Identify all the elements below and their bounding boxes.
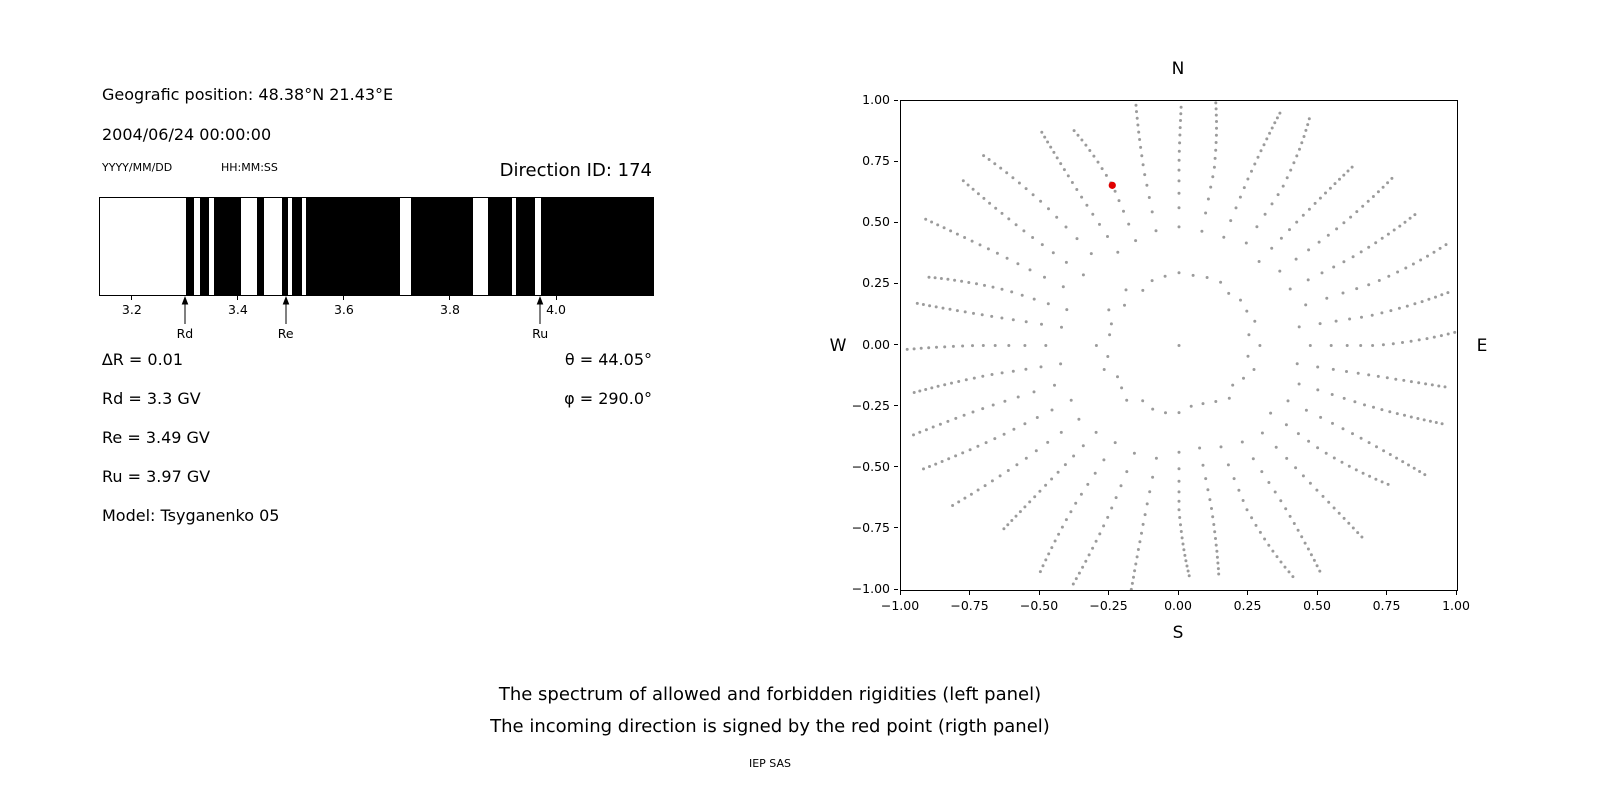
x-tick-label: −0.50 (1019, 598, 1059, 613)
y-tick-label: −0.75 (851, 519, 890, 535)
x-tick-label: 0.00 (1164, 598, 1192, 613)
cutoff-arrow-label: Ru (532, 326, 549, 341)
y-tick-mark (894, 405, 898, 407)
y-tick-mark (894, 99, 898, 101)
y-tick-label: 0.75 (862, 153, 890, 169)
spectrum-black-band (488, 198, 512, 295)
y-tick-label: 1.00 (862, 92, 890, 107)
spectrum-black-band (185, 198, 194, 295)
cutoff-arrow-icon (181, 296, 189, 324)
re-value: Re = 3.49 GV (102, 428, 210, 447)
ru-value: Ru = 3.97 GV (102, 467, 211, 486)
spectrum-black-band (516, 198, 535, 295)
spectrum-black-band (411, 198, 474, 295)
x-tick-label: 1.00 (1442, 598, 1470, 613)
spectrum-tick-mark (131, 296, 133, 300)
spectrum-tick-label: 3.8 (440, 302, 460, 317)
y-tick-label: −0.50 (851, 458, 890, 474)
spectrum-tick-mark (343, 296, 345, 300)
spectrum-tick-mark (237, 296, 239, 300)
delta-r-value: ∆R = 0.01 (102, 350, 184, 369)
time-format-label: HH:MM:SS (221, 161, 278, 174)
spectrum-black-band (541, 198, 653, 295)
x-tick-mark (969, 591, 970, 595)
spectrum-tick-label: 3.6 (333, 302, 354, 317)
caption-line-2: The incoming direction is signed by the … (490, 716, 1050, 737)
caption: The spectrum of allowed and forbidden ri… (0, 684, 1540, 770)
model-name: Model: Tsyganenko 05 (102, 506, 280, 525)
spectrum-tick-label: 3.4 (227, 302, 248, 317)
caption-credit: IEP SAS (748, 757, 792, 770)
spectrum-tick-mark (555, 296, 557, 300)
y-tick-mark (894, 344, 898, 345)
spectrum-black-band (256, 198, 264, 295)
y-tick-label: −1.00 (851, 581, 890, 596)
x-tick-mark (1455, 591, 1457, 595)
south-label: S (1172, 623, 1184, 643)
theta-value: θ = 44.05° (564, 350, 652, 369)
x-tick-label: 0.75 (1372, 598, 1401, 613)
datetime-text: 2004/06/24 00:00:00 (102, 125, 272, 144)
east-label: E (1476, 336, 1488, 356)
x-tick-label: 0.25 (1233, 598, 1262, 613)
cutoff-arrow-icon (536, 296, 544, 324)
x-tick-label: −0.25 (1089, 598, 1128, 613)
y-tick-label: 0.25 (862, 275, 890, 291)
spectrum-tick-label: 3.2 (121, 302, 142, 317)
y-tick-mark (894, 588, 898, 590)
spectrum-black-band (281, 198, 288, 295)
x-tick-mark (1108, 591, 1109, 595)
x-tick-mark (899, 591, 901, 595)
x-tick-mark (1038, 591, 1040, 595)
x-tick-mark (1386, 591, 1387, 595)
y-tick-label: 0.50 (862, 214, 890, 230)
spectrum-black-band (213, 198, 242, 295)
x-tick-label: 0.50 (1303, 598, 1331, 613)
y-tick-mark (894, 527, 898, 529)
west-label: W (829, 336, 847, 356)
cutoff-arrow-icon (282, 296, 289, 324)
cutoff-arrow-label: Re (277, 326, 294, 341)
date-format-label: YYYY/MM/DD (102, 161, 173, 174)
caption-line-1: The spectrum of allowed and forbidden ri… (498, 684, 1042, 705)
x-tick-mark (1247, 591, 1248, 595)
y-tick-mark (894, 221, 898, 223)
direction-id-text: Direction ID: 174 (499, 160, 652, 181)
x-tick-mark (1316, 591, 1318, 595)
x-tick-label: −0.75 (950, 598, 989, 613)
spectrum-tick-label: 4.0 (546, 302, 566, 317)
y-tick-mark (894, 282, 898, 284)
spectrum-black-band (291, 198, 302, 295)
x-tick-label: −1.00 (880, 598, 920, 613)
spectrum-black-band (305, 198, 401, 295)
cutoff-arrow-label: Rd (176, 326, 194, 341)
y-tick-mark (894, 160, 898, 162)
spectrum-tick-mark (449, 296, 451, 300)
scatter-svg (905, 101, 1457, 590)
y-tick-mark (894, 466, 898, 468)
y-tick-label: −0.25 (851, 397, 890, 413)
direction-dot-group (905, 101, 1457, 590)
incoming-direction-point (1108, 181, 1116, 189)
spectrum-bar (99, 197, 654, 296)
phi-value: φ = 290.0° (564, 389, 652, 408)
rd-value: Rd = 3.3 GV (102, 389, 201, 408)
north-label: N (1171, 59, 1185, 79)
direction-plot-frame (900, 100, 1458, 591)
y-tick-label: 0.00 (862, 336, 890, 352)
x-tick-mark (1177, 591, 1179, 595)
spectrum-black-band (199, 198, 209, 295)
geo-position-text: Geografic position: 48.38°N 21.43°E (102, 85, 394, 104)
